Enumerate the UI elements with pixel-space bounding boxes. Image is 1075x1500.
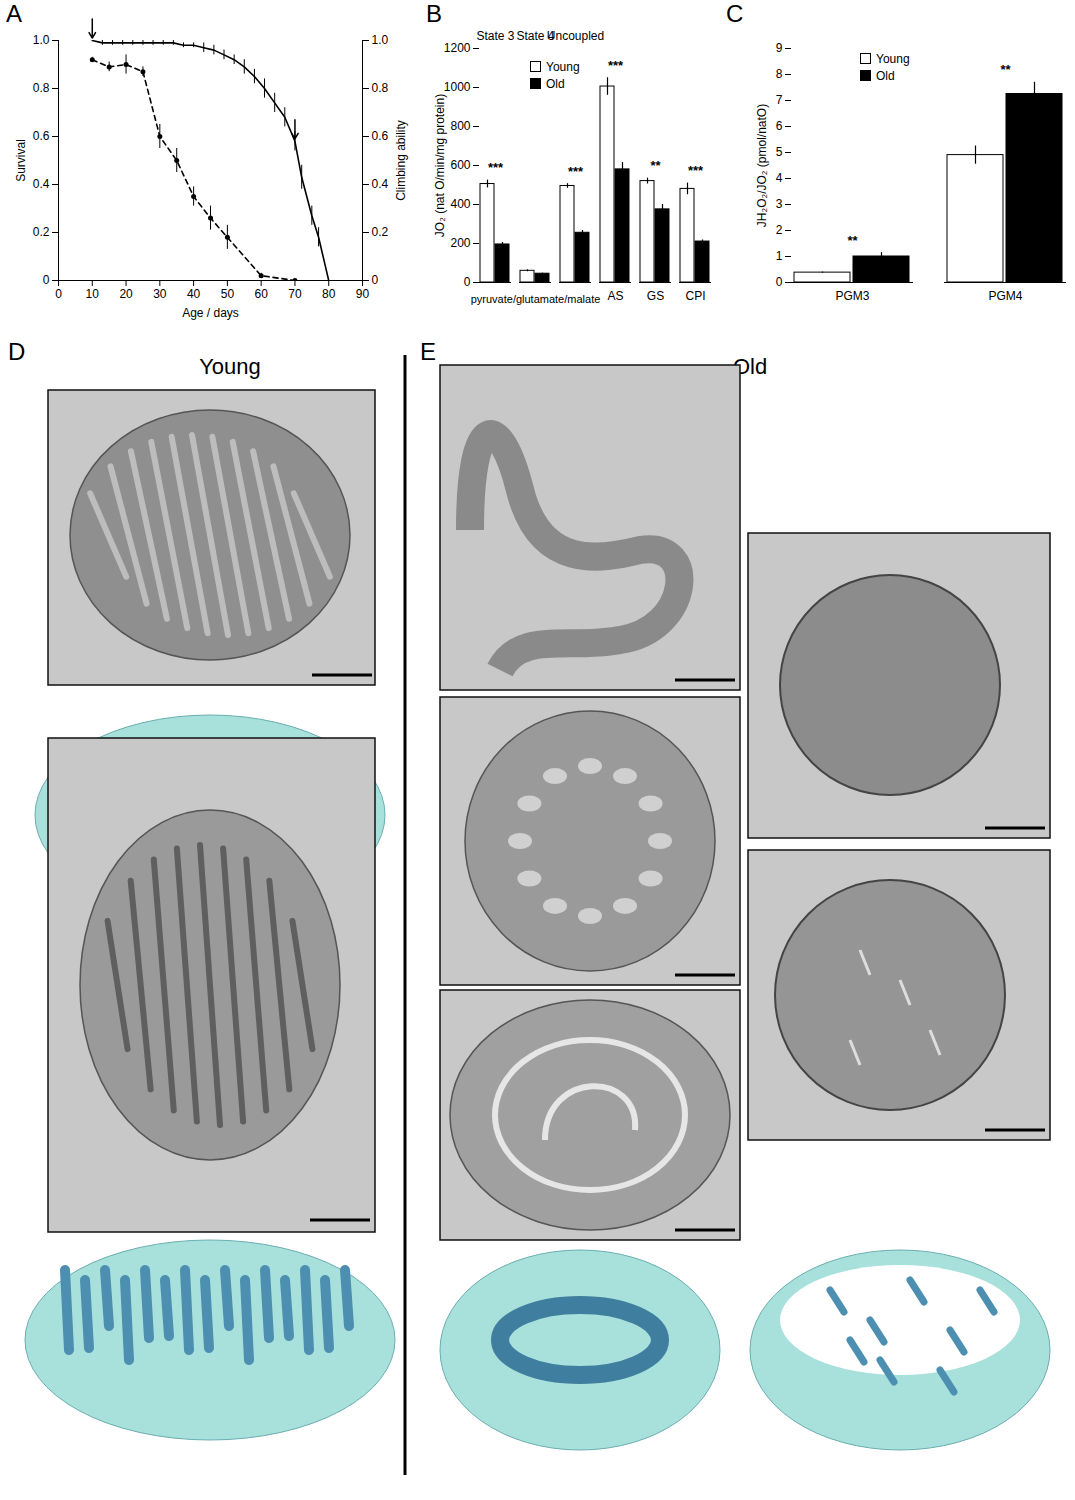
svg-text:800: 800 xyxy=(450,119,470,133)
svg-text:1200: 1200 xyxy=(444,41,471,55)
svg-text:0: 0 xyxy=(55,287,62,301)
svg-text:JH₂O₂/JO₂ (pmol/natO): JH₂O₂/JO₂ (pmol/natO) xyxy=(755,104,769,227)
svg-text:***: *** xyxy=(568,164,584,179)
svg-text:**: ** xyxy=(1000,62,1011,77)
html-text:C: C xyxy=(726,0,744,27)
svg-text:GS: GS xyxy=(647,289,664,303)
svg-text:50: 50 xyxy=(221,287,235,301)
svg-text:0: 0 xyxy=(776,275,783,289)
svg-text:PGM3: PGM3 xyxy=(835,289,869,303)
svg-text:6: 6 xyxy=(776,119,783,133)
svg-text:600: 600 xyxy=(450,158,470,172)
html-text:Young: Young xyxy=(546,59,580,74)
html-text:B: B xyxy=(426,0,442,27)
svg-text:***: *** xyxy=(608,58,624,73)
svg-text:1: 1 xyxy=(776,249,783,263)
svg-text:0.4: 0.4 xyxy=(372,177,389,191)
svg-text:**: ** xyxy=(650,158,661,173)
svg-text:AS: AS xyxy=(607,289,623,303)
svg-text:0: 0 xyxy=(43,273,50,287)
html-text:A: A xyxy=(6,0,22,27)
svg-text:0: 0 xyxy=(464,275,471,289)
svg-text:E: E xyxy=(420,338,436,365)
svg-text:1.0: 1.0 xyxy=(372,33,389,47)
svg-text:Climbing ability: Climbing ability xyxy=(394,120,408,201)
html-text:Young: Young xyxy=(876,51,910,66)
svg-text:4: 4 xyxy=(776,171,783,185)
svg-text:7: 7 xyxy=(776,93,783,107)
svg-text:Age / days: Age / days xyxy=(182,306,239,320)
svg-text:0.4: 0.4 xyxy=(33,177,50,191)
svg-text:200: 200 xyxy=(450,236,470,250)
svg-text:0: 0 xyxy=(372,273,379,287)
svg-text:0.8: 0.8 xyxy=(33,81,50,95)
svg-text:0.2: 0.2 xyxy=(372,225,389,239)
svg-text:JO₂ (nat O/min/mg protein): JO₂ (nat O/min/mg protein) xyxy=(433,94,447,237)
svg-text:1.0: 1.0 xyxy=(33,33,50,47)
svg-text:20: 20 xyxy=(119,287,133,301)
svg-text:Old: Old xyxy=(732,354,768,379)
svg-text:80: 80 xyxy=(322,287,336,301)
svg-text:State 3: State 3 xyxy=(476,29,514,43)
svg-text:3: 3 xyxy=(776,197,783,211)
svg-text:30: 30 xyxy=(153,287,167,301)
svg-text:Young: Young xyxy=(199,354,261,379)
svg-text:***: *** xyxy=(688,163,704,178)
svg-text:40: 40 xyxy=(187,287,201,301)
svg-text:8: 8 xyxy=(776,67,783,81)
svg-text:9: 9 xyxy=(776,41,783,55)
svg-text:PGM4: PGM4 xyxy=(988,289,1022,303)
svg-text:**: ** xyxy=(847,233,858,248)
svg-text:***: *** xyxy=(488,160,504,175)
svg-text:90: 90 xyxy=(356,287,370,301)
svg-text:CPI: CPI xyxy=(685,289,705,303)
svg-text:2: 2 xyxy=(776,223,783,237)
html-text:Old: Old xyxy=(546,76,565,91)
svg-text:10: 10 xyxy=(86,287,100,301)
svg-text:5: 5 xyxy=(776,145,783,159)
svg-text:0.2: 0.2 xyxy=(33,225,50,239)
svg-text:0.6: 0.6 xyxy=(372,129,389,143)
svg-text:0.6: 0.6 xyxy=(33,129,50,143)
svg-text:1000: 1000 xyxy=(444,80,471,94)
svg-text:400: 400 xyxy=(450,197,470,211)
html-text:Old: Old xyxy=(876,68,895,83)
svg-text:D: D xyxy=(8,338,25,365)
svg-text:70: 70 xyxy=(288,287,302,301)
svg-text:pyruvate/glutamate/malate: pyruvate/glutamate/malate xyxy=(471,293,601,305)
svg-text:Uncoupled: Uncoupled xyxy=(547,29,604,43)
svg-text:0.8: 0.8 xyxy=(372,81,389,95)
svg-text:State 4: State 4 xyxy=(516,28,555,43)
svg-text:60: 60 xyxy=(254,287,268,301)
svg-text:Survival: Survival xyxy=(14,139,28,182)
